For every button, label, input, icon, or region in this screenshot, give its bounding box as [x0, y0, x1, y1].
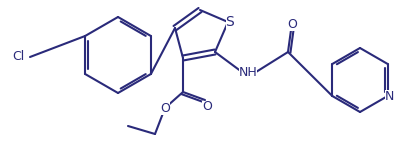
- Text: S: S: [226, 15, 234, 29]
- Text: O: O: [202, 101, 212, 113]
- Text: NH: NH: [239, 65, 257, 79]
- Text: Cl: Cl: [12, 51, 24, 63]
- Text: O: O: [287, 18, 297, 31]
- Text: O: O: [160, 102, 170, 114]
- Text: N: N: [385, 90, 394, 102]
